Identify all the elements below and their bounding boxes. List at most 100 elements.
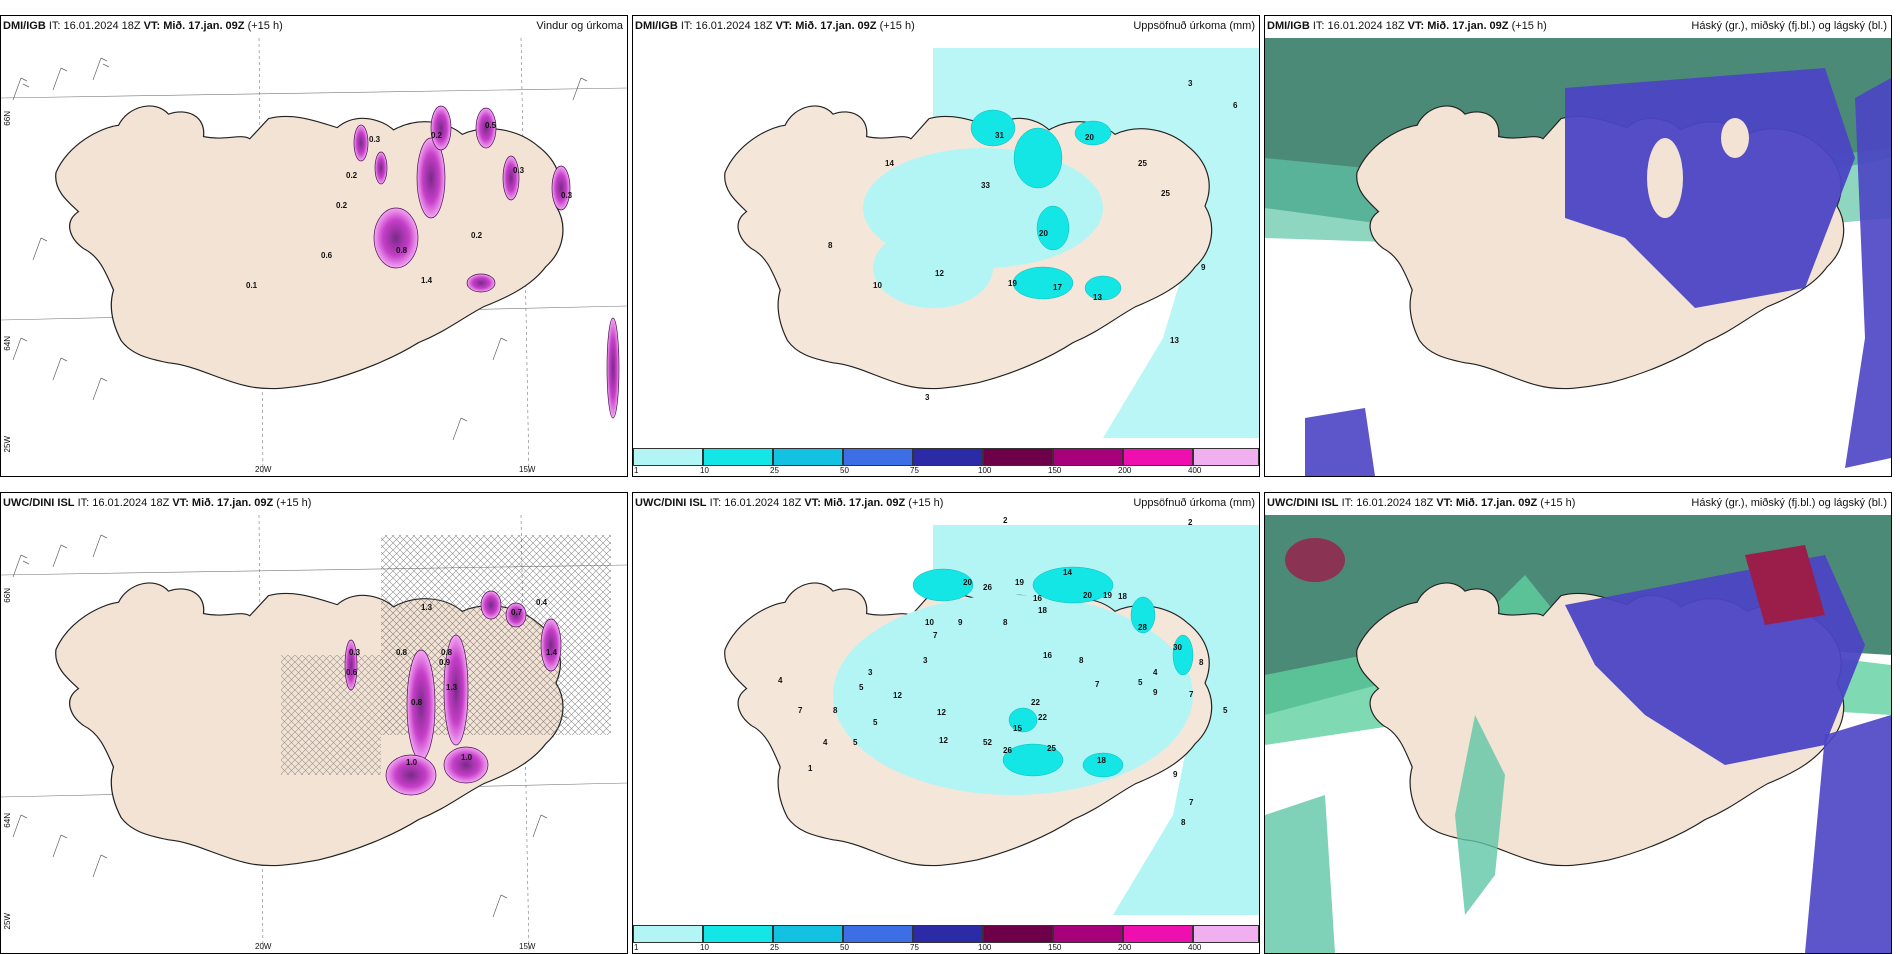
colorbar-tick: 50	[840, 943, 849, 952]
precip-value: 1.3	[446, 683, 458, 692]
precip-value: 20	[1039, 229, 1048, 238]
precip-value: 0.6	[321, 251, 333, 260]
precip-value: 3	[1188, 79, 1193, 88]
precip-value: 0.3	[513, 166, 525, 175]
precip-value: 8	[1199, 658, 1204, 667]
map-wind-precip: 0.3 0.2 0.2 0.5 0.3 0.8 0.2 0.1 0.6 1.4 …	[1, 38, 627, 476]
lat-label: 64N	[3, 336, 12, 351]
model-name: UWC/DINI ISL	[1267, 497, 1339, 509]
product-title: Uppsöfnuð úrkoma (mm)	[1133, 497, 1255, 509]
model-name: DMI/IGB	[3, 20, 46, 32]
panel-cloud-cover-uwc: UWC/DINI ISL IT: 16.01.2024 18Z VT: Mið.…	[1264, 492, 1892, 954]
valid-label: VT:	[775, 20, 793, 32]
precip-value: 18	[1038, 606, 1047, 615]
colorbar-swatch	[1123, 925, 1193, 943]
colorbar-tick: 50	[840, 466, 849, 475]
colorbar-tick: 25	[770, 466, 779, 475]
map-cloud-cover	[1265, 38, 1891, 476]
lat-label: 66N	[3, 588, 12, 603]
precip-value: 5	[1138, 678, 1143, 687]
precip-value: 20	[963, 578, 972, 587]
precip-areas	[353, 105, 620, 419]
map-accumulated-precip: 2 2 14 20 26 19 16 18 20 19 18 28 30 22 …	[724, 516, 1259, 915]
precip-value: 1	[808, 764, 813, 773]
precip-value: 5	[1223, 706, 1228, 715]
lead-time: (+15 h)	[908, 497, 944, 509]
lead-time: (+15 h)	[1511, 20, 1547, 32]
precip-value: 26	[1003, 746, 1012, 755]
colorbar-swatch	[1193, 925, 1259, 943]
precip-value: 7	[933, 631, 938, 640]
precip-value: 14	[885, 159, 894, 168]
precip-value: 8	[1003, 618, 1008, 627]
precip-value: 0.2	[336, 201, 348, 210]
colorbar-swatch	[773, 448, 843, 466]
colorbar-tick: 100	[978, 466, 992, 475]
precip-value: 25	[1138, 159, 1147, 168]
precip-value: 2	[1003, 516, 1008, 525]
precip-value: 9	[1173, 770, 1178, 779]
precip-value: 3	[923, 656, 928, 665]
colorbar-swatch	[843, 448, 913, 466]
precip-value: 19	[1015, 578, 1024, 587]
corner-label: 25W	[3, 436, 12, 453]
panel-header: DMI/IGB IT: 16.01.2024 18Z VT: Mið. 17.j…	[633, 16, 1259, 38]
precip-value: 2	[1188, 518, 1193, 527]
precip-value: 7	[1189, 798, 1194, 807]
valid-time: Mið. 17.jan. 09Z	[191, 497, 274, 509]
precip-value: 1.4	[546, 648, 558, 657]
precip-value: 5	[859, 683, 864, 692]
precip-value: 15	[1013, 724, 1022, 733]
precip-value: 0.1	[246, 281, 258, 290]
init-time: IT: 16.01.2024 18Z	[680, 20, 773, 32]
precip-value: 0.2	[346, 171, 358, 180]
lon-label: 20W	[255, 465, 272, 474]
precip-value: 19	[1008, 279, 1017, 288]
precip-value: 5	[853, 738, 858, 747]
model-name: DMI/IGB	[1267, 20, 1310, 32]
precip-value-labels: 1.3 0.8 0.8 1.3 1.0 0.8 0.7 0.4 0.9 1.4 …	[346, 598, 558, 767]
model-name: DMI/IGB	[635, 20, 678, 32]
precip-value: 3	[868, 668, 873, 677]
colorbar-swatch	[1053, 925, 1123, 943]
colorbar-tick: 25	[770, 943, 779, 952]
precip-value: 4	[778, 676, 783, 685]
precip-value: 0.4	[536, 598, 548, 607]
precip-value: 0.9	[439, 658, 451, 667]
precip-value: 13	[1093, 293, 1102, 302]
map-wind-precip: 1.3 0.8 0.8 1.3 1.0 0.8 0.7 0.4 0.9 1.4 …	[1, 515, 627, 953]
panel-accumulated-precip-uwc: UWC/DINI ISL IT: 16.01.2024 18Z VT: Mið.…	[632, 492, 1260, 954]
lon-label: 20W	[255, 942, 272, 951]
precip-value: 20	[1083, 591, 1092, 600]
precip-value: 10	[873, 281, 882, 290]
precip-value: 20	[1085, 133, 1094, 142]
precip-value: 22	[1038, 713, 1047, 722]
precip-value: 0.2	[431, 131, 443, 140]
lon-label: 15W	[519, 465, 536, 474]
init-time: IT: 16.01.2024 18Z	[48, 20, 141, 32]
lead-time: (+15 h)	[247, 20, 283, 32]
colorbar-swatch	[1193, 448, 1259, 466]
precip-value-labels: 2 2 14 20 26 19 16 18 20 19 18 28 30 22 …	[778, 516, 1228, 827]
precip-value: 12	[939, 736, 948, 745]
precip-value: 3	[925, 393, 930, 402]
precip-moderate	[912, 566, 1194, 778]
colorbar-tick: 150	[1048, 943, 1062, 952]
precip-value: 0.6	[346, 668, 358, 677]
precip-value: 1.0	[406, 758, 418, 767]
model-name: UWC/DINI ISL	[635, 497, 707, 509]
precip-value-labels: 3 6 31 20 14 25 33 25 8 20 12 10 19 17 1…	[828, 79, 1238, 402]
panel-accumulated-precip-dmi: DMI/IGB IT: 16.01.2024 18Z VT: Mið. 17.j…	[632, 15, 1260, 477]
precip-value: 8	[833, 706, 838, 715]
colorbar-tick: 100	[978, 943, 992, 952]
panel-cloud-cover-dmi: DMI/IGB IT: 16.01.2024 18Z VT: Mið. 17.j…	[1264, 15, 1892, 477]
valid-label: VT:	[1407, 20, 1425, 32]
precip-value: 8	[1079, 656, 1084, 665]
precip-value: 7	[1189, 690, 1194, 699]
product-title: Háský (gr.), miðský (fj.bl.) og lágský (…	[1691, 497, 1887, 509]
precip-value: 16	[1043, 651, 1052, 660]
colorbar-tick: 200	[1118, 943, 1132, 952]
precip-value: 1.3	[421, 603, 433, 612]
colorbar-tick: 400	[1188, 943, 1202, 952]
precip-value: 13	[1170, 336, 1179, 345]
